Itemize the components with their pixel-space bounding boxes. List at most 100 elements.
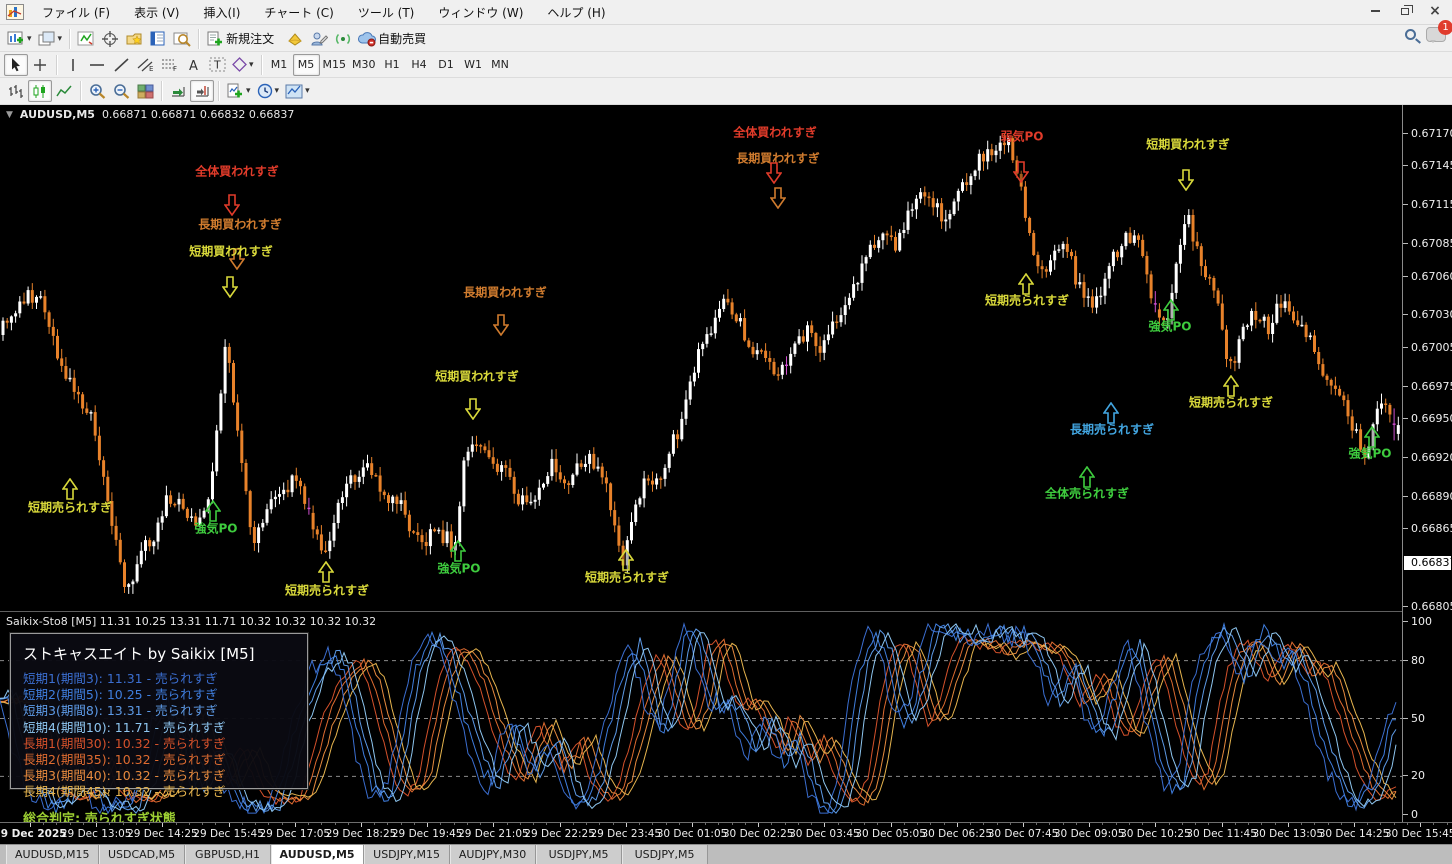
vertical-line-tool-button[interactable]: [61, 54, 85, 76]
crosshair-tool-icon: [34, 58, 46, 71]
collapse-triangle-icon[interactable]: ▼: [6, 109, 13, 120]
periods-button[interactable]: ▾: [254, 80, 283, 102]
chart-tab[interactable]: USDCAD,M5: [98, 845, 185, 864]
shapes-tool-button[interactable]: ▾: [229, 54, 257, 76]
auto-trading-button[interactable]: 自動売買: [355, 28, 435, 50]
legend-line: 長期1(期間30): 10.32 - 売られすぎ: [23, 735, 226, 751]
timeframe-button-mn[interactable]: MN: [491, 58, 509, 71]
menu-item[interactable]: ファイル (F): [42, 5, 111, 20]
chart-ohlc-values: 0.66871 0.66871 0.66832 0.66837: [101, 108, 295, 121]
restore-button[interactable]: [1390, 1, 1420, 21]
menu-item[interactable]: チャート (C): [264, 5, 334, 20]
chart-tab[interactable]: AUDUSD,M15: [6, 845, 99, 864]
timeframe-button-h1[interactable]: H1: [384, 58, 400, 71]
time-axis-minor-tick: [1062, 823, 1064, 825]
crosshair-button[interactable]: [98, 28, 122, 50]
svg-text:A: A: [189, 59, 198, 72]
timeframe-button-h4[interactable]: H4: [411, 58, 427, 71]
line-chart-button[interactable]: [52, 80, 76, 102]
price-axis-label: 0.66890: [1403, 490, 1452, 503]
time-axis-tick: [30, 823, 31, 827]
notifications-icon[interactable]: 1: [1426, 20, 1452, 43]
time-axis-label: 30 Dec 03:45: [789, 828, 860, 840]
dropdown-caret-icon: ▾: [249, 59, 254, 70]
chart-tab[interactable]: AUDUSD,M5: [270, 845, 364, 864]
time-axis-minor-tick: [122, 823, 124, 825]
time-axis-minor-tick: [1301, 823, 1303, 825]
price-axis[interactable]: 0.67170 0.67145 0.67115 0.67085 0.67060 0.670…: [1402, 105, 1452, 822]
new-chart-button[interactable]: ▾: [4, 28, 35, 50]
menu-item[interactable]: ウィンドウ (W): [438, 5, 524, 20]
indicator-axis-label: 20: [1403, 770, 1452, 782]
timeframe-button-w1[interactable]: W1: [464, 58, 482, 71]
time-axis-minor-tick: [1393, 823, 1395, 825]
legend-title: ストキャスエイト by Saikix [M5]: [23, 645, 255, 663]
chart-tab[interactable]: USDJPY,M15: [363, 845, 450, 864]
chart-tab[interactable]: USDJPY,M5: [535, 845, 622, 864]
time-axis-minor-tick: [453, 823, 455, 825]
signals-button[interactable]: [331, 28, 355, 50]
minimize-button[interactable]: [1360, 1, 1390, 21]
text-tool-button[interactable]: A: [181, 54, 205, 76]
time-axis[interactable]: 29 Dec 2025 29 Dec 13:05 29 Dec 14:25 29 De…: [0, 822, 1452, 843]
new-order-button[interactable]: 新規注文: [203, 28, 283, 50]
candlestick-chart-button[interactable]: [28, 80, 52, 102]
search-icon[interactable]: [1405, 29, 1416, 40]
menu-item[interactable]: 表示 (V): [134, 5, 180, 20]
legend-line: 短期2(期間5): 10.25 - 売られすぎ: [23, 687, 218, 703]
cursor-tool-button[interactable]: [4, 53, 28, 76]
timeframe-button-d1[interactable]: D1: [438, 58, 454, 71]
trendline-tool-button[interactable]: [109, 54, 133, 76]
close-button[interactable]: ×: [1429, 3, 1441, 19]
profiles-button[interactable]: ▾: [35, 28, 66, 50]
chart-tab[interactable]: USDJPY,M5: [621, 845, 708, 864]
menu-item[interactable]: 挿入(I): [203, 5, 241, 20]
templates-icon: [285, 84, 303, 98]
menu-item[interactable]: ヘルプ (H): [547, 5, 606, 20]
timeframe-button-m15[interactable]: M15: [322, 58, 347, 71]
time-axis-minor-tick: [69, 823, 71, 825]
tile-windows-button[interactable]: [133, 80, 157, 102]
auto-scroll-button[interactable]: [166, 80, 190, 102]
price-axis-label: 0.66865: [1403, 523, 1452, 535]
templates-button[interactable]: ▾: [282, 80, 313, 102]
horizontal-line-tool-button[interactable]: [85, 54, 109, 76]
timeframe-button-m30[interactable]: M30: [352, 58, 376, 71]
price-chart-canvas[interactable]: [0, 123, 1402, 612]
chart-shift-button[interactable]: [190, 80, 214, 102]
zoom-out-button[interactable]: [109, 80, 133, 102]
strategy-tester-button[interactable]: [170, 28, 194, 50]
crosshair-tool-button[interactable]: [28, 54, 52, 76]
time-axis-minor-tick: [268, 823, 270, 825]
panel-splitter[interactable]: [0, 611, 1402, 612]
time-axis-label: 29 Dec 21:05: [458, 828, 529, 840]
legend-line: 長期2(期間35): 10.32 - 売られすぎ: [23, 752, 226, 768]
expert-advisors-button[interactable]: [283, 28, 307, 50]
tick-chart-button[interactable]: [74, 28, 98, 50]
bar-chart-button[interactable]: [4, 80, 28, 102]
time-axis-minor-tick: [506, 823, 508, 825]
chart-tab[interactable]: AUDJPY,M30: [449, 845, 536, 864]
time-axis-tick: [361, 823, 362, 827]
time-axis-minor-tick: [533, 823, 535, 825]
text-label-tool-button[interactable]: T: [205, 54, 229, 76]
legend-line: 長期4(期間45): 10.32 - 売られすぎ: [23, 784, 226, 800]
notification-badge: 1: [1438, 20, 1452, 35]
svg-text:T: T: [213, 59, 221, 72]
equidistant-channel-tool-button[interactable]: E: [133, 54, 157, 76]
menu-bar: ファイル (F) 表示 (V) 挿入(I) チャート (C) ツール (T) ウィンドウ …: [0, 0, 1452, 25]
menu-item[interactable]: ツール (T): [357, 5, 415, 20]
data-window-button[interactable]: [146, 28, 170, 50]
metaeditor-button[interactable]: [307, 28, 331, 50]
time-axis-minor-tick: [586, 823, 588, 825]
indicators-button[interactable]: ▾: [223, 80, 254, 102]
time-axis-minor-tick: [930, 823, 932, 825]
time-axis-minor-tick: [612, 823, 614, 825]
timeframe-button-m5[interactable]: M5: [292, 53, 320, 76]
fibonacci-tool-button[interactable]: F: [157, 54, 181, 76]
zoom-in-button[interactable]: [85, 80, 109, 102]
favorites-button[interactable]: [122, 28, 146, 50]
timeframe-button-m1[interactable]: M1: [270, 58, 288, 71]
app-logo-icon: [6, 4, 24, 20]
chart-tab[interactable]: GBPUSD,H1: [184, 845, 271, 864]
